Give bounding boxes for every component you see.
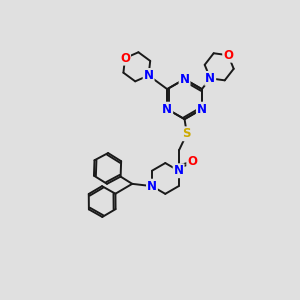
Text: O: O [223, 49, 233, 62]
Text: N: N [174, 164, 184, 177]
Text: N: N [197, 103, 207, 116]
Text: N: N [162, 103, 172, 116]
Text: O: O [120, 52, 130, 64]
Text: N: N [147, 180, 157, 193]
Text: N: N [144, 69, 154, 82]
Text: N: N [205, 72, 215, 85]
Text: S: S [183, 127, 191, 140]
Text: O: O [187, 155, 197, 168]
Text: N: N [179, 73, 190, 85]
